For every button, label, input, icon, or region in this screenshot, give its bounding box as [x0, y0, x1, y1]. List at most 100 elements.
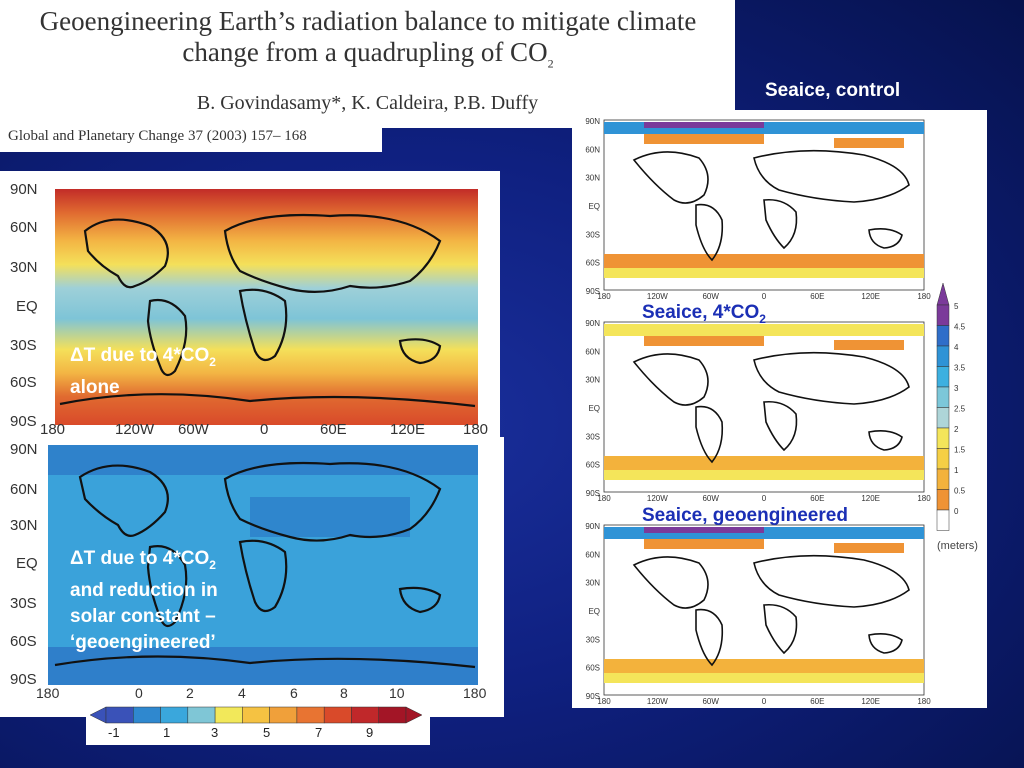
bottom-tick: 180	[36, 685, 60, 701]
label-dt-alone-line1: ΔT due to 4*CO2	[70, 343, 216, 375]
lon-tick: 120E	[861, 697, 880, 706]
lat-tick: 60S	[586, 461, 600, 470]
lat-tick: 60N	[10, 219, 38, 236]
coastline	[695, 608, 724, 667]
lon-tick: 0	[762, 292, 767, 301]
lon-tick: 180	[917, 292, 931, 301]
ice-colorbar-label: 2	[954, 425, 959, 434]
arctic-ice	[604, 324, 924, 336]
ice-colorbar-label: 0.5	[954, 487, 966, 496]
lon-tick: 0	[762, 697, 767, 706]
lat-tick: 60N	[10, 481, 38, 498]
temp-field-geo	[48, 445, 478, 685]
label-seaice-4co2: Seaice, 4*CO2	[642, 302, 766, 326]
coastline	[753, 554, 910, 608]
lat-tick: 60S	[10, 633, 37, 650]
colorbar-segment	[105, 706, 134, 724]
colorbar-segment	[269, 706, 298, 724]
lat-tick: 30N	[10, 517, 38, 534]
paper-title-box: Geoengineering Earth’s radiation balance…	[0, 0, 735, 128]
lon-tick: 180	[597, 494, 611, 503]
label-subscript: 2	[759, 311, 766, 326]
ice-colorbar-label: 2.5	[954, 405, 966, 414]
lat-tick: EQ	[588, 202, 600, 211]
arctic-thick-ice	[644, 527, 764, 533]
lat-tick: EQ	[588, 404, 600, 413]
temp-band	[250, 497, 410, 537]
temp-map-4co2	[55, 189, 478, 425]
ice-colorbar-segment	[936, 325, 950, 347]
label-dt-geo: ΔT due to 4*CO2 and reduction in solar c…	[70, 546, 218, 656]
ice-colorbar-label: 0	[954, 507, 959, 516]
ice-colorbar-label: 1	[954, 466, 959, 475]
lon-tick: 180	[597, 292, 611, 301]
coastline	[763, 400, 798, 452]
coastline	[695, 203, 724, 262]
coastline	[763, 603, 798, 655]
coastline	[753, 351, 910, 405]
ice-colorbar-segment	[936, 427, 950, 449]
ice-colorbar-label: 3.5	[954, 364, 966, 373]
lon-tick: 120W	[647, 292, 668, 301]
lon-tick: 180	[463, 421, 489, 438]
label-seaice-geo: Seaice, geoengineered	[642, 505, 848, 526]
lon-tick: 60E	[810, 292, 824, 301]
label-dt-geo-line1: ΔT due to 4*CO2	[70, 546, 218, 578]
lat-tick: 60N	[585, 145, 600, 154]
bottom-tick: 0	[135, 685, 143, 701]
paper-title: Geoengineering Earth’s radiation balance…	[8, 6, 728, 79]
lat-axis-2: 90N 60N 30N EQ 30S 60S 90S	[0, 437, 48, 697]
colorbar-label: 5	[263, 725, 271, 740]
bottom-tick: 180	[463, 685, 487, 701]
lat-tick: 60N	[585, 550, 600, 559]
lon-axis-1: 180 120W 60W 0 60E 120E 180	[0, 421, 500, 438]
lon-tick: 60E	[810, 697, 824, 706]
antarctic-ice-inner	[604, 268, 924, 278]
lat-tick: 30S	[586, 635, 600, 644]
colorbar-segment	[378, 706, 407, 724]
label-text: ΔT due to 4*CO	[70, 345, 210, 366]
coastlines	[59, 213, 476, 408]
title-line-1: Geoengineering Earth’s radiation balance…	[39, 6, 697, 36]
antarctic-ice	[604, 254, 924, 268]
arctic-ice-edge	[644, 539, 764, 549]
coastline	[868, 228, 903, 249]
lat-tick: 30S	[10, 337, 37, 354]
label-subscript: 2	[209, 354, 216, 369]
arctic-thick-ice	[644, 122, 764, 128]
bottom-tick: 2	[186, 685, 194, 701]
journal-citation-box: Global and Planetary Change 37 (2003) 15…	[0, 124, 382, 152]
ice-colorbar-segment	[936, 304, 950, 326]
lat-tick: 90S	[586, 489, 600, 498]
ice-colorbar-arrow	[936, 282, 950, 306]
ice-colorbar-segment	[936, 407, 950, 429]
ice-colorbar-segment	[936, 366, 950, 388]
lon-tick: 60W	[702, 494, 719, 503]
lat-tick: 60S	[586, 259, 600, 268]
ice-colorbar-label: 4.5	[954, 323, 966, 332]
lon-tick: 0	[762, 494, 767, 503]
antarctic-ice-inner	[604, 673, 924, 683]
ice-colorbar-segment	[936, 386, 950, 408]
lon-tick: 120W	[647, 494, 668, 503]
lat-tick: 30N	[585, 376, 600, 385]
lat-tick: 90N	[10, 181, 38, 198]
ice-colorbar-label: 5	[954, 302, 959, 311]
lat-axis-1: 90N 60N 30N EQ 30S 60S 90S	[0, 171, 55, 437]
temp-colorbar	[89, 706, 423, 724]
colorbar-segment	[187, 706, 216, 724]
colorbar-segment	[133, 706, 161, 724]
lon-tick: 120W	[115, 421, 155, 438]
coastline	[868, 430, 903, 451]
lat-tick: 30N	[10, 259, 38, 276]
label-dt-geo-line4: ‘geoengineered’	[70, 631, 216, 653]
coastline	[632, 151, 709, 204]
ice-colorbar-segment	[936, 468, 950, 490]
lat-tick: 30N	[585, 174, 600, 183]
coastline	[695, 405, 724, 464]
colorbar-label: -1	[108, 725, 120, 740]
coastline	[632, 353, 709, 406]
lon-tick: 60E	[810, 494, 824, 503]
